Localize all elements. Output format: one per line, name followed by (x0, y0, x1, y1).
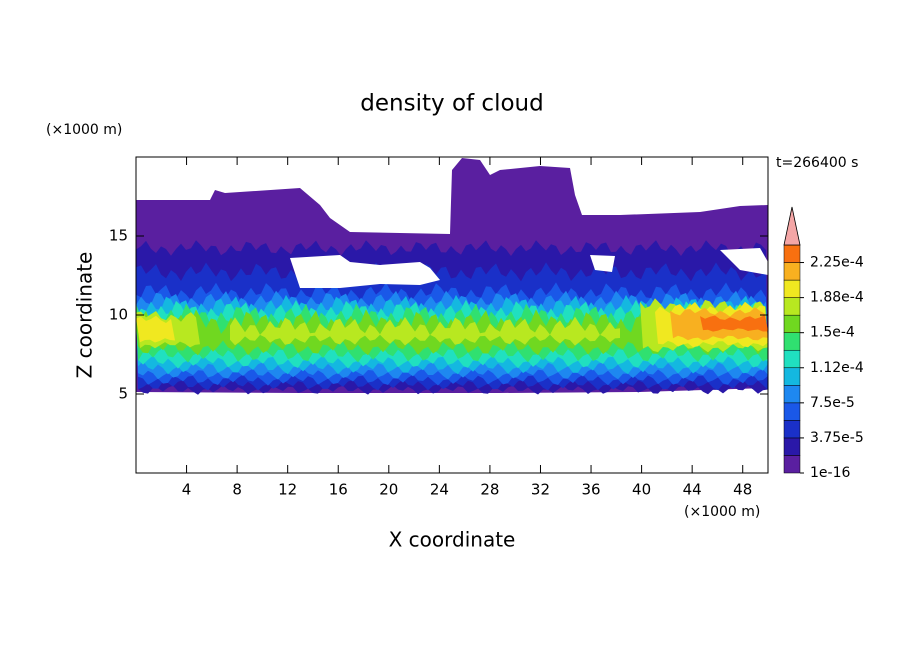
colorbar-box (783, 332, 801, 351)
colorbar-tick-label: 2.25e-4 (810, 255, 864, 271)
colorbar-box (783, 314, 801, 333)
contour-fill (136, 315, 175, 343)
colorbar-box (783, 262, 801, 281)
contour-fill (700, 314, 768, 332)
x-tick-label: 32 (531, 481, 550, 499)
x-axis-label: X coordinate (389, 528, 516, 552)
colorbar-tick-label: 1e-16 (810, 465, 850, 481)
chart-title: density of cloud (360, 91, 543, 117)
y-tick-label: 10 (109, 306, 128, 324)
cloud-gap (590, 255, 615, 272)
time-annotation: t=266400 s (776, 155, 858, 171)
cloud-gap (290, 255, 440, 288)
y-unit: (×1000 m) (46, 122, 122, 138)
colorbar-box (783, 420, 801, 439)
x-tick-label: 28 (480, 481, 499, 499)
colorbar-box (783, 385, 801, 404)
x-tick-label: 20 (379, 481, 398, 499)
x-unit: (×1000 m) (684, 504, 760, 520)
colorbar-box (783, 367, 801, 386)
x-tick-label: 12 (278, 481, 297, 499)
y-axis-label: Z coordinate (73, 252, 97, 379)
colorbar-tick-label: 3.75e-5 (810, 430, 864, 446)
colorbar-tick-label: 1.5e-4 (810, 325, 855, 341)
contour-fill (230, 316, 620, 346)
x-tick-label: 36 (581, 481, 600, 499)
cloud-gap (720, 248, 768, 275)
colorbar-overflow (783, 206, 801, 246)
x-tick-label: 24 (430, 481, 449, 499)
x-tick-label: 40 (632, 481, 651, 499)
colorbar-box (783, 279, 801, 298)
x-tick-label: 16 (329, 481, 348, 499)
x-tick-label: 4 (182, 481, 192, 499)
colorbar-box (783, 244, 801, 263)
x-tick-label: 48 (733, 481, 752, 499)
colorbar-box (783, 349, 801, 369)
colorbar-box (783, 437, 801, 456)
x-tick-label: 8 (232, 481, 242, 499)
y-tick-label: 5 (118, 385, 128, 403)
colorbar-box (783, 297, 801, 316)
contour-field (136, 158, 768, 395)
colorbar-box (783, 402, 801, 421)
y-tick-label: 15 (109, 227, 128, 245)
colorbar-tick-label: 7.5e-5 (810, 395, 855, 411)
colorbar-tick-label: 1.88e-4 (810, 290, 864, 306)
colorbar-box (783, 455, 801, 474)
x-tick-label: 44 (683, 481, 702, 499)
colorbar-tick-label: 1.12e-4 (810, 360, 864, 376)
